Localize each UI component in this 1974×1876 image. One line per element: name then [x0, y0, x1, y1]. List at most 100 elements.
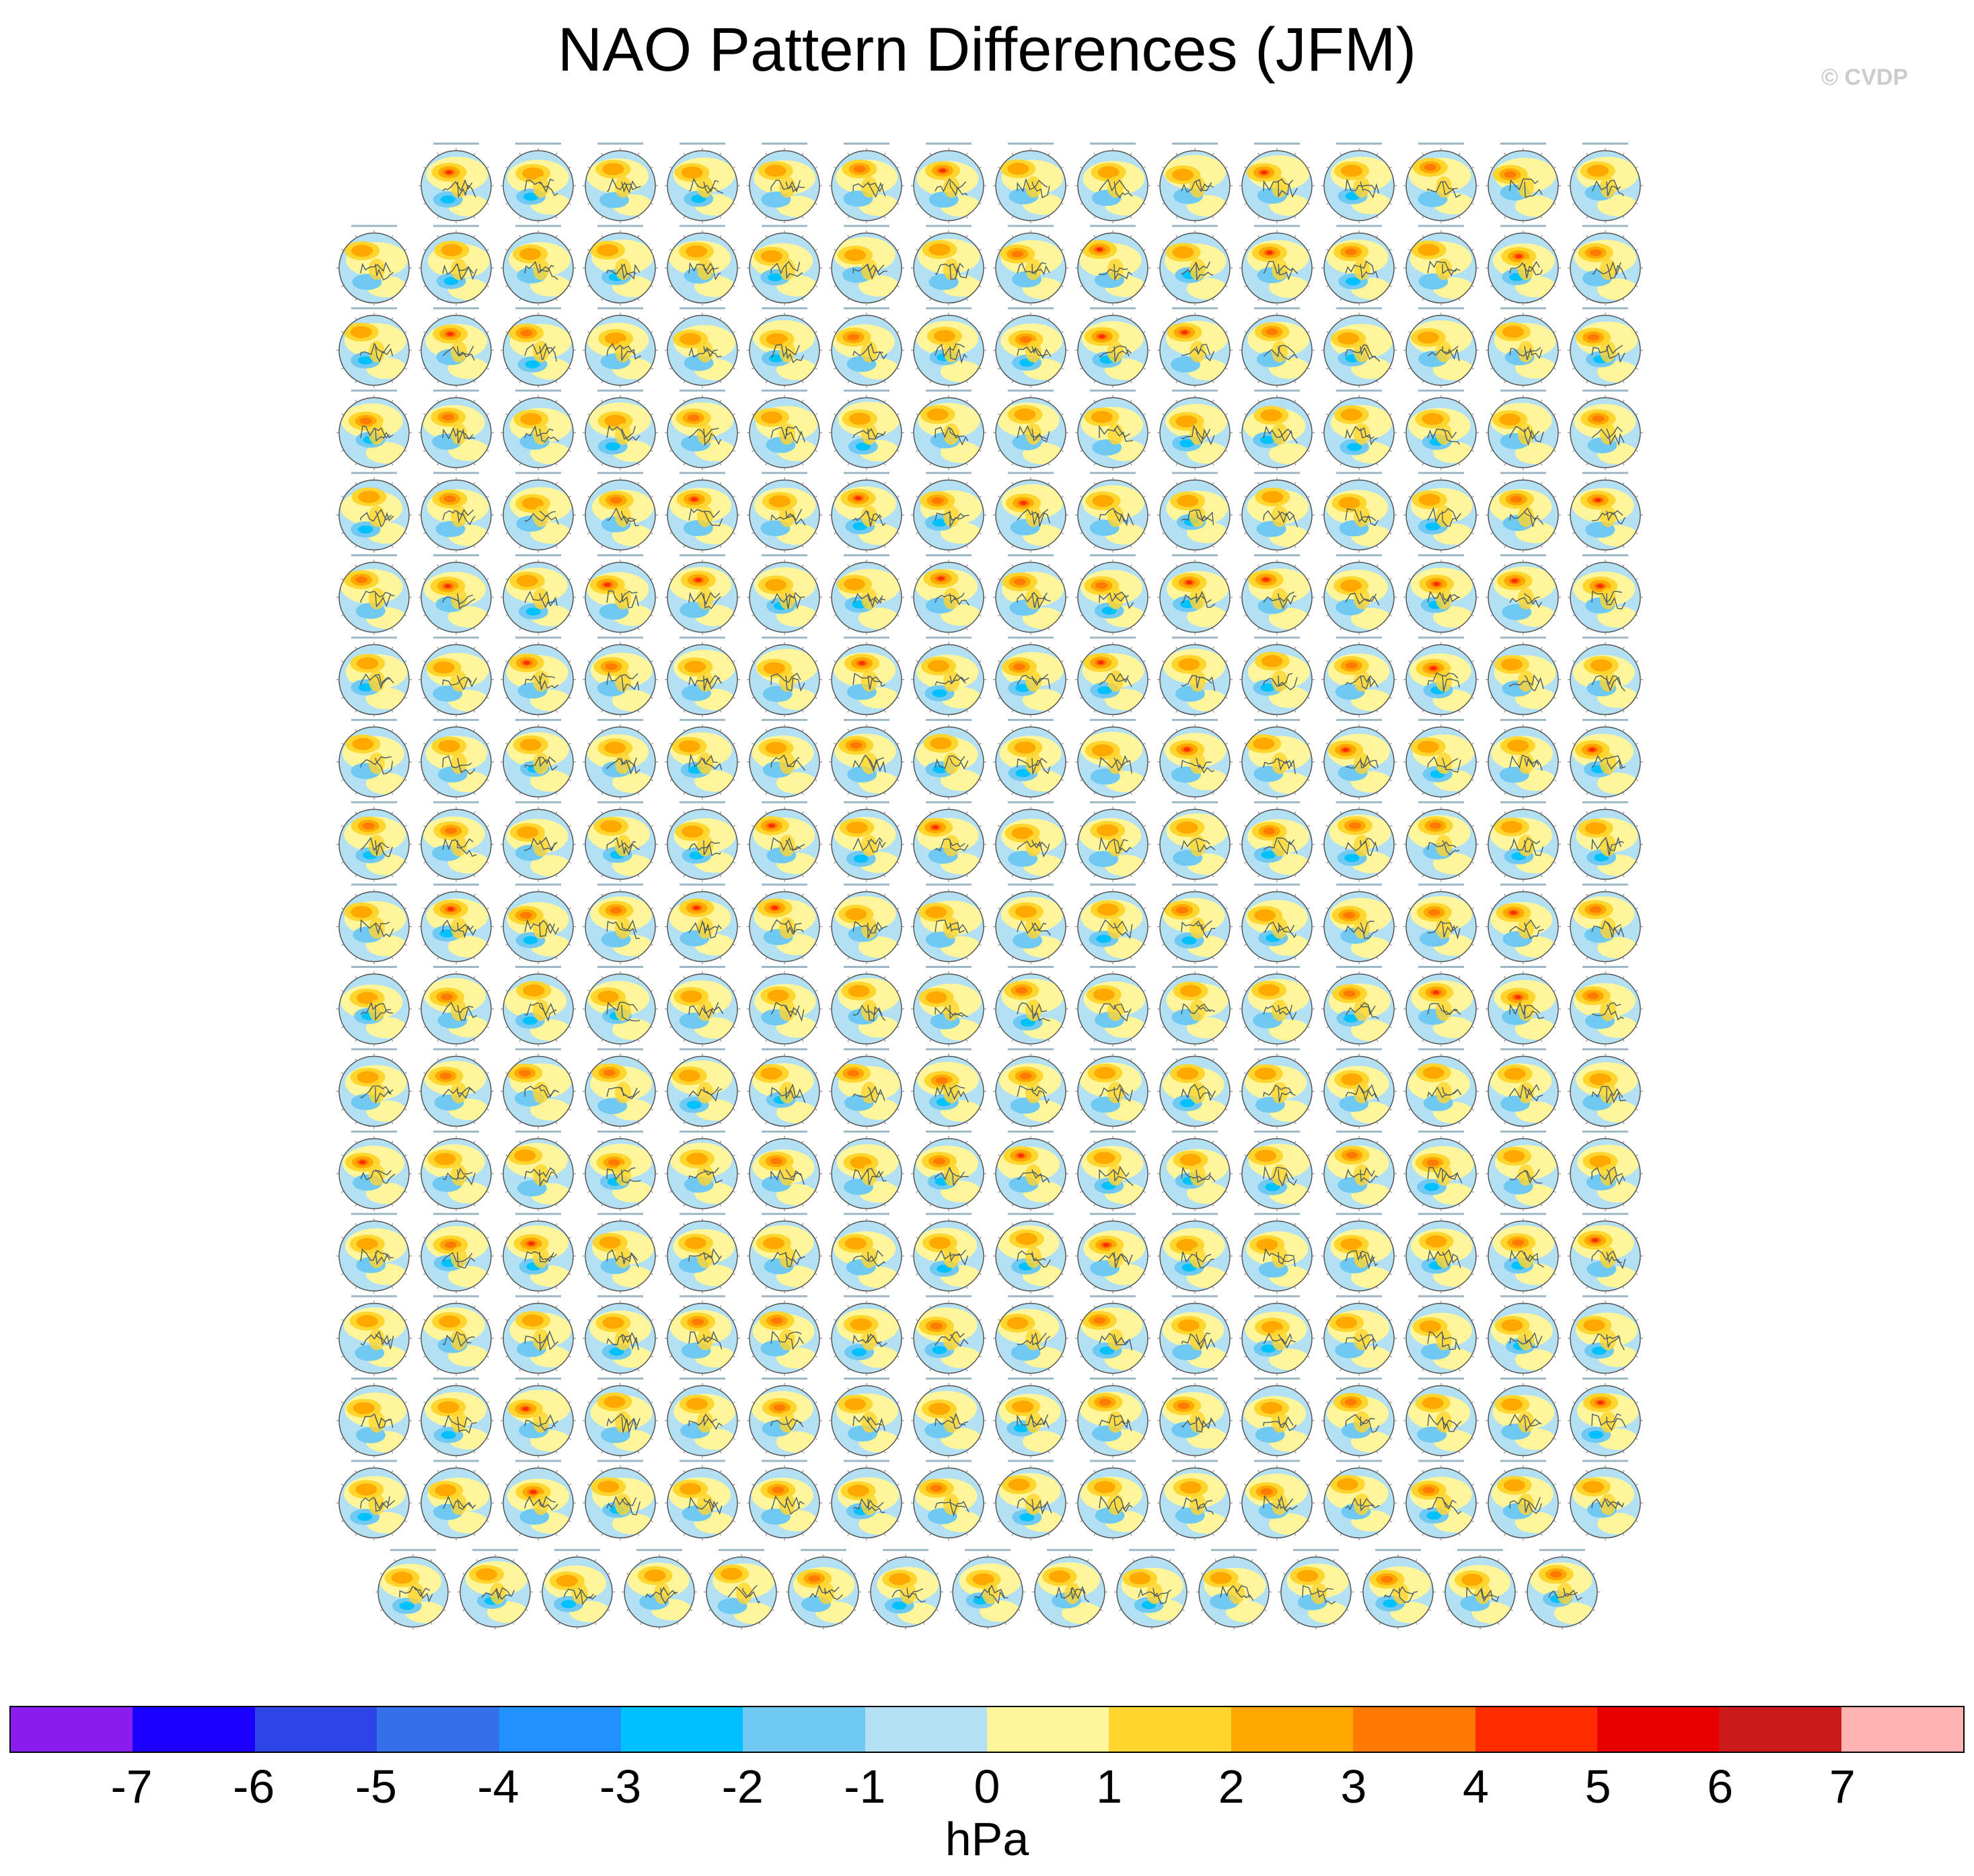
map-panel [1403, 1048, 1479, 1129]
panel-caption [1008, 1130, 1054, 1133]
panel-caption [1293, 1548, 1339, 1551]
panel-caption [1336, 143, 1382, 145]
map-panel [583, 1295, 658, 1376]
panel-caption [1254, 966, 1300, 968]
panel-caption [1336, 966, 1382, 968]
panel-caption [515, 1295, 561, 1298]
map-panel [501, 801, 576, 883]
map-panel [583, 225, 658, 306]
panel-caption [926, 1213, 972, 1215]
panel-caption [926, 1130, 972, 1133]
map-panel [583, 1130, 658, 1211]
map-panel [911, 966, 986, 1047]
panel-caption [1008, 1213, 1054, 1215]
panel-caption [597, 1213, 643, 1215]
panel-caption [1129, 1548, 1175, 1551]
map-panel [418, 472, 494, 553]
map-panel [1360, 1548, 1436, 1630]
map-panel [336, 1213, 412, 1294]
colorbar-tick-label: -3 [599, 1760, 642, 1813]
panel-caption [1500, 1295, 1546, 1298]
map-panel [1239, 554, 1315, 635]
panel-caption [1336, 554, 1382, 556]
map-panel [993, 636, 1068, 718]
panel-caption [844, 225, 889, 227]
panel-caption [1582, 1378, 1628, 1380]
map-panel [993, 1378, 1068, 1458]
colorbar-tick-label: -7 [110, 1760, 153, 1813]
map-panel [458, 1548, 533, 1630]
panel-caption [680, 1378, 725, 1380]
map-panel [993, 1048, 1068, 1129]
panel-caption [926, 1295, 972, 1298]
panel-caption [1582, 307, 1628, 309]
panel-caption [680, 966, 725, 968]
map-panel [1403, 883, 1479, 965]
panel-caption [680, 636, 725, 639]
panel-caption [1008, 1378, 1054, 1380]
panel-caption [1008, 801, 1054, 804]
panel-caption [515, 1460, 561, 1462]
panel-caption [433, 636, 479, 639]
panel-caption [1500, 801, 1546, 804]
map-panel [665, 1460, 740, 1541]
map-panel [911, 554, 986, 635]
panel-caption [597, 225, 643, 227]
map-panel [993, 1130, 1068, 1211]
colorbar [9, 1706, 1965, 1753]
map-panel [1403, 554, 1479, 635]
panel-caption [1500, 1130, 1546, 1133]
panel-caption [1336, 801, 1382, 804]
map-panel [1486, 718, 1561, 800]
panel-caption [390, 1548, 436, 1551]
panel-caption [1254, 143, 1300, 145]
panel-caption [1008, 472, 1054, 474]
map-panel [1075, 1048, 1150, 1129]
map-panel [418, 1048, 494, 1129]
map-panel [993, 718, 1068, 800]
panel-caption [1172, 225, 1218, 227]
panel-caption [844, 1130, 889, 1133]
map-panel [1278, 1548, 1354, 1630]
panel-caption [515, 636, 561, 639]
panel-caption [1418, 718, 1464, 721]
map-panel [583, 1213, 658, 1294]
colorbar-tick-label: -6 [233, 1760, 275, 1813]
panel-caption [762, 307, 807, 309]
panel-caption [762, 389, 807, 392]
panel-caption [1500, 1460, 1546, 1462]
map-panel [1568, 1048, 1643, 1129]
panel-caption [1008, 883, 1054, 886]
panel-caption [1090, 1213, 1136, 1215]
panel-caption [433, 389, 479, 392]
panel-caption [1418, 1460, 1464, 1462]
panel-caption [433, 307, 479, 309]
map-panel [1486, 966, 1561, 1047]
map-panel [665, 225, 740, 306]
panel-caption [1336, 718, 1382, 721]
map-panel [665, 1378, 740, 1458]
panel-caption [1418, 636, 1464, 639]
map-panel [1239, 472, 1315, 553]
map-panel [747, 143, 822, 223]
map-panel [1075, 143, 1150, 223]
panel-caption [554, 1548, 600, 1551]
panel-caption [1336, 225, 1382, 227]
panel-caption [926, 1048, 972, 1051]
panel-caption [965, 1548, 1011, 1551]
map-panel [1321, 1295, 1397, 1376]
map-panel [1403, 801, 1479, 883]
colorbar-segment [499, 1707, 621, 1752]
panel-caption [433, 718, 479, 721]
map-panel [1157, 801, 1233, 883]
panel-caption [844, 1213, 889, 1215]
map-panel [747, 1378, 822, 1458]
map-panel [993, 883, 1068, 965]
colorbar-tick-label: -1 [844, 1760, 886, 1813]
map-panel [1568, 1213, 1643, 1294]
panel-caption [680, 1130, 725, 1133]
colorbar-segment [1109, 1707, 1231, 1752]
colorbar-tick-label: 7 [1829, 1760, 1856, 1813]
map-panel [336, 472, 412, 553]
panel-caption [433, 801, 479, 804]
